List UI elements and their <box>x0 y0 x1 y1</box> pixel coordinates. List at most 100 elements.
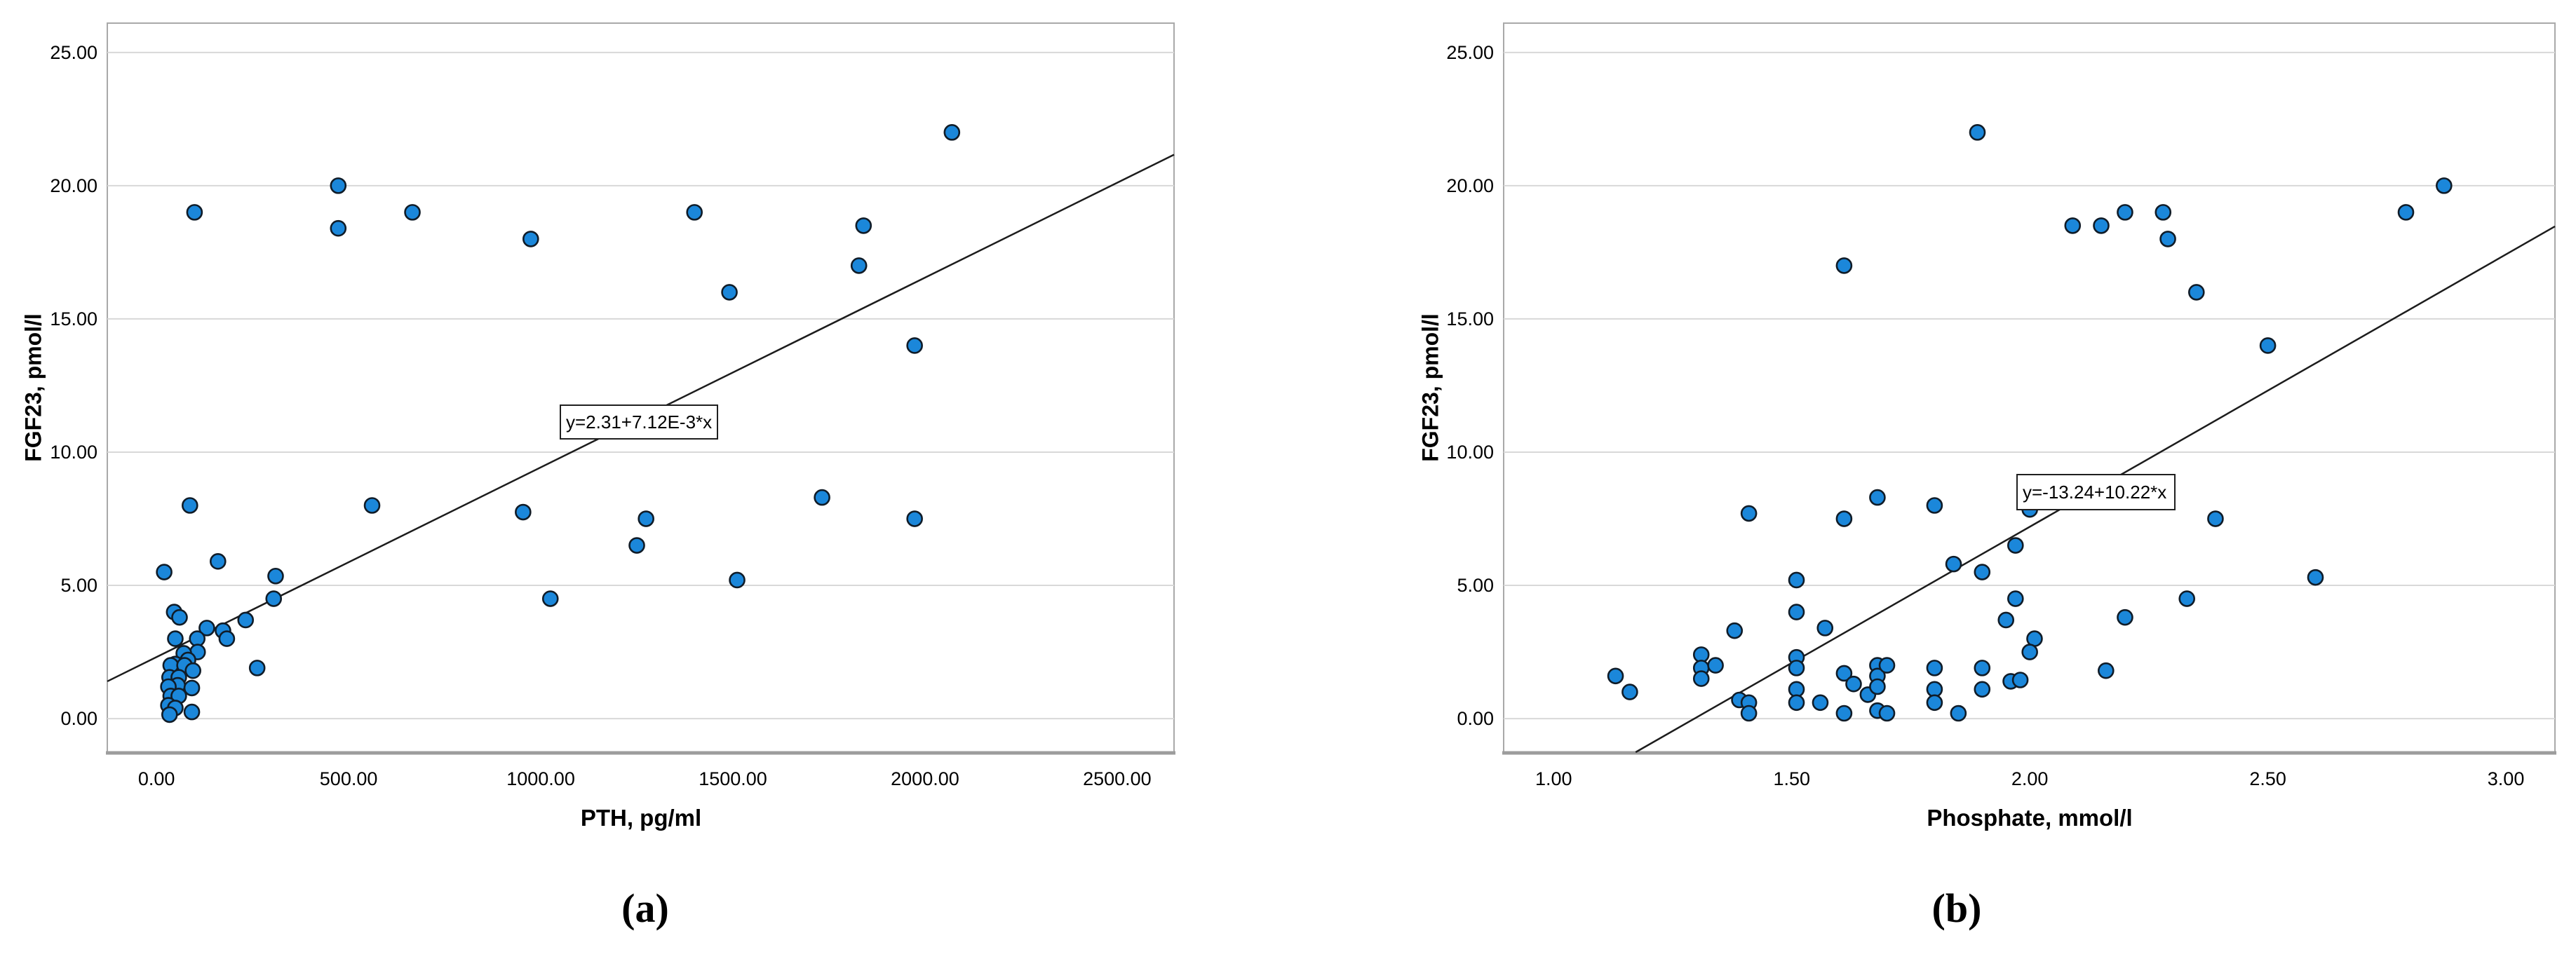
y-tick-label: 5.00 <box>1457 575 1494 596</box>
data-point <box>2117 608 2133 626</box>
x-tick-label: 1500.00 <box>699 768 767 789</box>
data-point <box>1974 681 1991 698</box>
data-point <box>1950 705 1967 722</box>
data-point <box>2259 337 2277 354</box>
y-tick-label: 15.00 <box>50 308 97 329</box>
data-point <box>2011 672 2029 688</box>
data-point <box>167 630 184 647</box>
data-point <box>1835 665 1853 682</box>
y-tick-label: 25.00 <box>50 42 97 63</box>
data-point <box>2159 231 2176 247</box>
data-point <box>1878 657 1896 674</box>
data-point <box>1926 694 1943 712</box>
data-point <box>2093 217 2110 234</box>
data-point <box>1878 705 1896 722</box>
y-tick-label: 25.00 <box>1446 42 1494 63</box>
data-point <box>265 590 283 607</box>
data-point <box>218 630 236 647</box>
data-point <box>248 660 266 676</box>
data-point <box>209 553 227 570</box>
data-point <box>198 620 215 637</box>
data-point <box>184 662 201 679</box>
data-point <box>1945 555 1962 573</box>
data-point <box>161 706 178 723</box>
data-point <box>1969 124 1986 141</box>
data-point <box>1812 694 1829 712</box>
data-point <box>1926 497 1943 514</box>
x-tick-label: 3.00 <box>2488 768 2525 789</box>
data-point <box>1621 683 1638 700</box>
data-point <box>2436 177 2453 194</box>
y-tick-label: 20.00 <box>50 175 97 196</box>
data-point <box>1974 660 1991 676</box>
y-tick-label: 5.00 <box>60 575 97 596</box>
data-point <box>186 204 203 221</box>
data-point <box>1835 705 1853 722</box>
data-point <box>522 231 539 247</box>
data-point <box>1788 571 1805 589</box>
data-point <box>2207 510 2224 527</box>
x-tick-label: 1.50 <box>1773 768 1810 789</box>
data-point <box>1788 694 1805 712</box>
data-point <box>2307 569 2324 586</box>
data-point <box>404 204 421 221</box>
data-point <box>1974 564 1991 580</box>
x-tick-label: 2.00 <box>2011 768 2049 789</box>
data-point <box>943 124 961 141</box>
x-tick-label: 1.00 <box>1535 768 1572 789</box>
y-tick-label: 10.00 <box>50 442 97 463</box>
x-axis-title-b: Phosphate, mmol/l <box>1927 805 2133 831</box>
x-tick-label: 1000.00 <box>506 768 575 789</box>
panel-label-b: (b) <box>1931 885 1982 931</box>
data-point <box>1740 705 1758 722</box>
data-point <box>721 284 738 301</box>
data-point <box>1845 675 1862 693</box>
y-axis-title-a: FGF23, pmol/l <box>20 313 46 462</box>
data-point <box>1692 670 1710 687</box>
data-point <box>182 497 198 514</box>
data-point <box>1707 657 1724 674</box>
data-point <box>850 257 868 274</box>
data-point <box>628 537 645 554</box>
regression-equation-a: y=2.31+7.12E-3*x <box>560 404 718 440</box>
data-point <box>2154 204 2172 221</box>
data-point <box>363 497 381 514</box>
data-point <box>1926 660 1943 676</box>
data-point <box>515 503 532 521</box>
data-point <box>1788 604 1805 620</box>
data-point <box>1740 505 1758 522</box>
data-point <box>237 611 255 629</box>
y-tick-label: 0.00 <box>1457 708 1494 729</box>
x-tick-label: 0.00 <box>138 768 175 789</box>
y-tick-label: 15.00 <box>1446 308 1494 329</box>
data-point <box>1607 667 1624 685</box>
data-point <box>2098 662 2115 679</box>
panel-b-plot: 0.00 5.00 10.00 15.00 20.00 25.00 1.00 1.50 2.00… <box>1446 22 2556 789</box>
data-point <box>183 703 201 721</box>
data-point <box>906 510 923 527</box>
data-point <box>156 564 173 580</box>
data-point <box>1869 489 1886 506</box>
data-point <box>2397 204 2415 221</box>
data-point <box>183 679 201 697</box>
x-axis-title-a: PTH, pg/ml <box>580 805 702 831</box>
data-point <box>541 590 559 607</box>
panel-label-a: (a) <box>621 885 669 931</box>
data-point <box>2007 590 2024 607</box>
data-point <box>2021 644 2038 660</box>
data-point <box>267 567 284 585</box>
x-tick-label: 500.00 <box>320 768 378 789</box>
data-point <box>330 177 347 194</box>
data-point <box>2187 284 2205 301</box>
y-axis-title-b: FGF23, pmol/l <box>1417 313 1443 462</box>
data-point <box>2117 204 2133 221</box>
plot-frame <box>1503 22 2556 753</box>
data-point <box>729 571 746 589</box>
data-point <box>1816 620 1834 637</box>
regression-equation-b: y=-13.24+10.22*x <box>2016 474 2176 510</box>
data-point <box>1726 622 1744 639</box>
y-tick-label: 0.00 <box>60 708 97 729</box>
data-point <box>330 219 347 237</box>
